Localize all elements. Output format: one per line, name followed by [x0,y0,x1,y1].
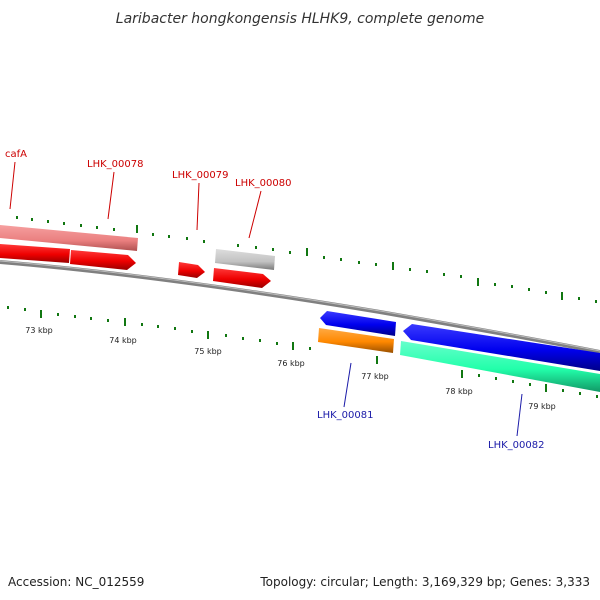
LHK_00082-feature-bar[interactable] [400,341,600,392]
scale-label-77: 77 kbp [361,372,389,381]
LHK_00082-cds-arrow[interactable] [403,324,600,371]
LHK_00081-feature-bar[interactable] [318,328,394,353]
accession-text: Accession: NC_012559 [8,575,144,589]
LHK_00078-cds-arrow[interactable] [70,250,136,270]
topology-text: Topology: circular; Length: 3,169,329 bp… [259,575,590,589]
LHK_00080-feature-bar[interactable] [215,249,275,270]
gene-label-LHK_00081[interactable]: LHK_00081 [317,410,373,421]
LHK_00081-cds-arrow[interactable] [320,311,396,336]
forward-gene-labels: cafA LHK_00078 LHK_00079 LHK_00080 [5,149,291,239]
LHK_00079-cds-arrow[interactable] [178,262,205,278]
scale-label-76: 76 kbp [277,359,305,368]
genome-backbone [0,260,600,354]
scale-label-78: 78 kbp [445,387,473,396]
reverse-tick-row [7,306,598,398]
gene-label-LHK_00080[interactable]: LHK_00080 [235,178,291,189]
gene-label-LHK_00079[interactable]: LHK_00079 [172,170,228,181]
forward-cds-arrow-1[interactable] [0,244,70,263]
reverse-gene-labels: LHK_00081 LHK_00082 [317,362,544,451]
scale-label-73: 73 kbp [25,326,53,335]
scale-labels: 73 kbp 74 kbp 75 kbp 76 kbp 77 kbp 78 kb… [25,326,556,411]
cafA-feature-bar[interactable] [0,225,138,251]
scale-label-75: 75 kbp [194,347,222,356]
scale-label-79: 79 kbp [528,402,556,411]
LHK_00080-cds-arrow[interactable] [213,268,271,288]
gene-label-LHK_00082[interactable]: LHK_00082 [488,440,544,451]
gene-label-LHK_00078[interactable]: LHK_00078 [87,159,143,170]
map-title: Laribacter hongkongensis HLHK9, complete… [116,11,484,27]
gene-label-cafA[interactable]: cafA [5,149,27,160]
forward-tick-row [16,216,597,303]
scale-label-74: 74 kbp [109,336,137,345]
